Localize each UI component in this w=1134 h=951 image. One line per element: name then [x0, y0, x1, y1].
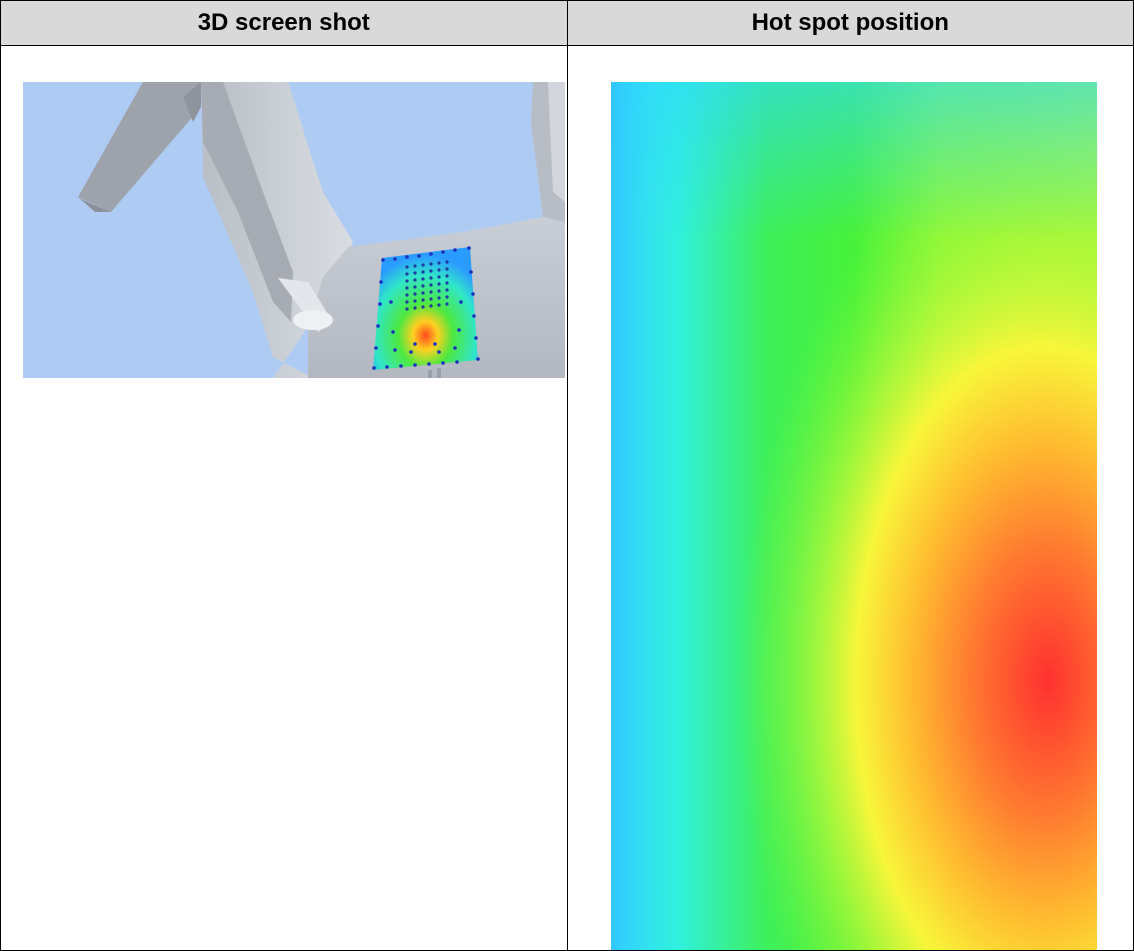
header-3d-screen-shot: 3D screen shot [0, 0, 568, 46]
heatmap-image [610, 82, 1097, 950]
content-row [0, 45, 1134, 951]
screenshot-cell [0, 45, 568, 951]
header-hot-spot-position: Hot spot position [566, 0, 1134, 46]
header-row: 3D screen shot Hot spot position [0, 0, 1134, 46]
hotspot-cell [566, 45, 1134, 951]
3d-render-image [23, 82, 565, 378]
